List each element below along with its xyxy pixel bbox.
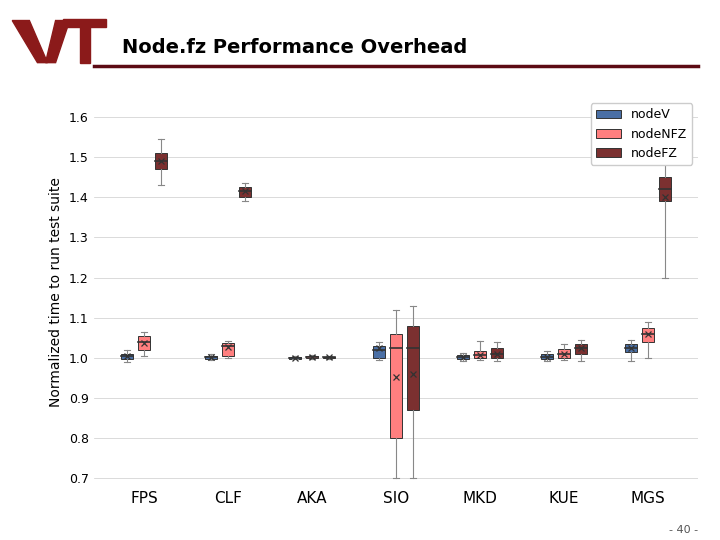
Bar	[407, 326, 419, 410]
Bar	[558, 349, 570, 357]
Bar	[457, 355, 469, 359]
Bar	[642, 328, 654, 342]
Y-axis label: Normalized time to run test suite: Normalized time to run test suite	[49, 177, 63, 407]
Bar	[474, 350, 486, 357]
Bar	[121, 354, 133, 359]
Bar	[491, 348, 503, 357]
Text: Node.fz Performance Overhead: Node.fz Performance Overhead	[122, 38, 468, 57]
Polygon shape	[80, 27, 90, 63]
Bar	[541, 354, 553, 359]
Bar	[205, 356, 217, 359]
Bar	[659, 177, 671, 201]
Polygon shape	[45, 21, 70, 63]
Bar	[289, 357, 301, 359]
Bar	[390, 334, 402, 438]
Bar	[155, 153, 167, 170]
Bar	[625, 343, 637, 352]
Bar	[138, 336, 150, 350]
Bar	[575, 343, 587, 354]
Polygon shape	[63, 18, 106, 27]
Bar	[239, 187, 251, 198]
Text: - 40 -: - 40 -	[670, 524, 698, 535]
Bar	[323, 356, 335, 358]
Bar	[222, 342, 234, 356]
Bar	[306, 356, 318, 358]
Bar	[373, 346, 385, 357]
Legend: nodeV, nodeNFZ, nodeFZ: nodeV, nodeNFZ, nodeFZ	[591, 104, 692, 165]
Polygon shape	[12, 21, 48, 63]
